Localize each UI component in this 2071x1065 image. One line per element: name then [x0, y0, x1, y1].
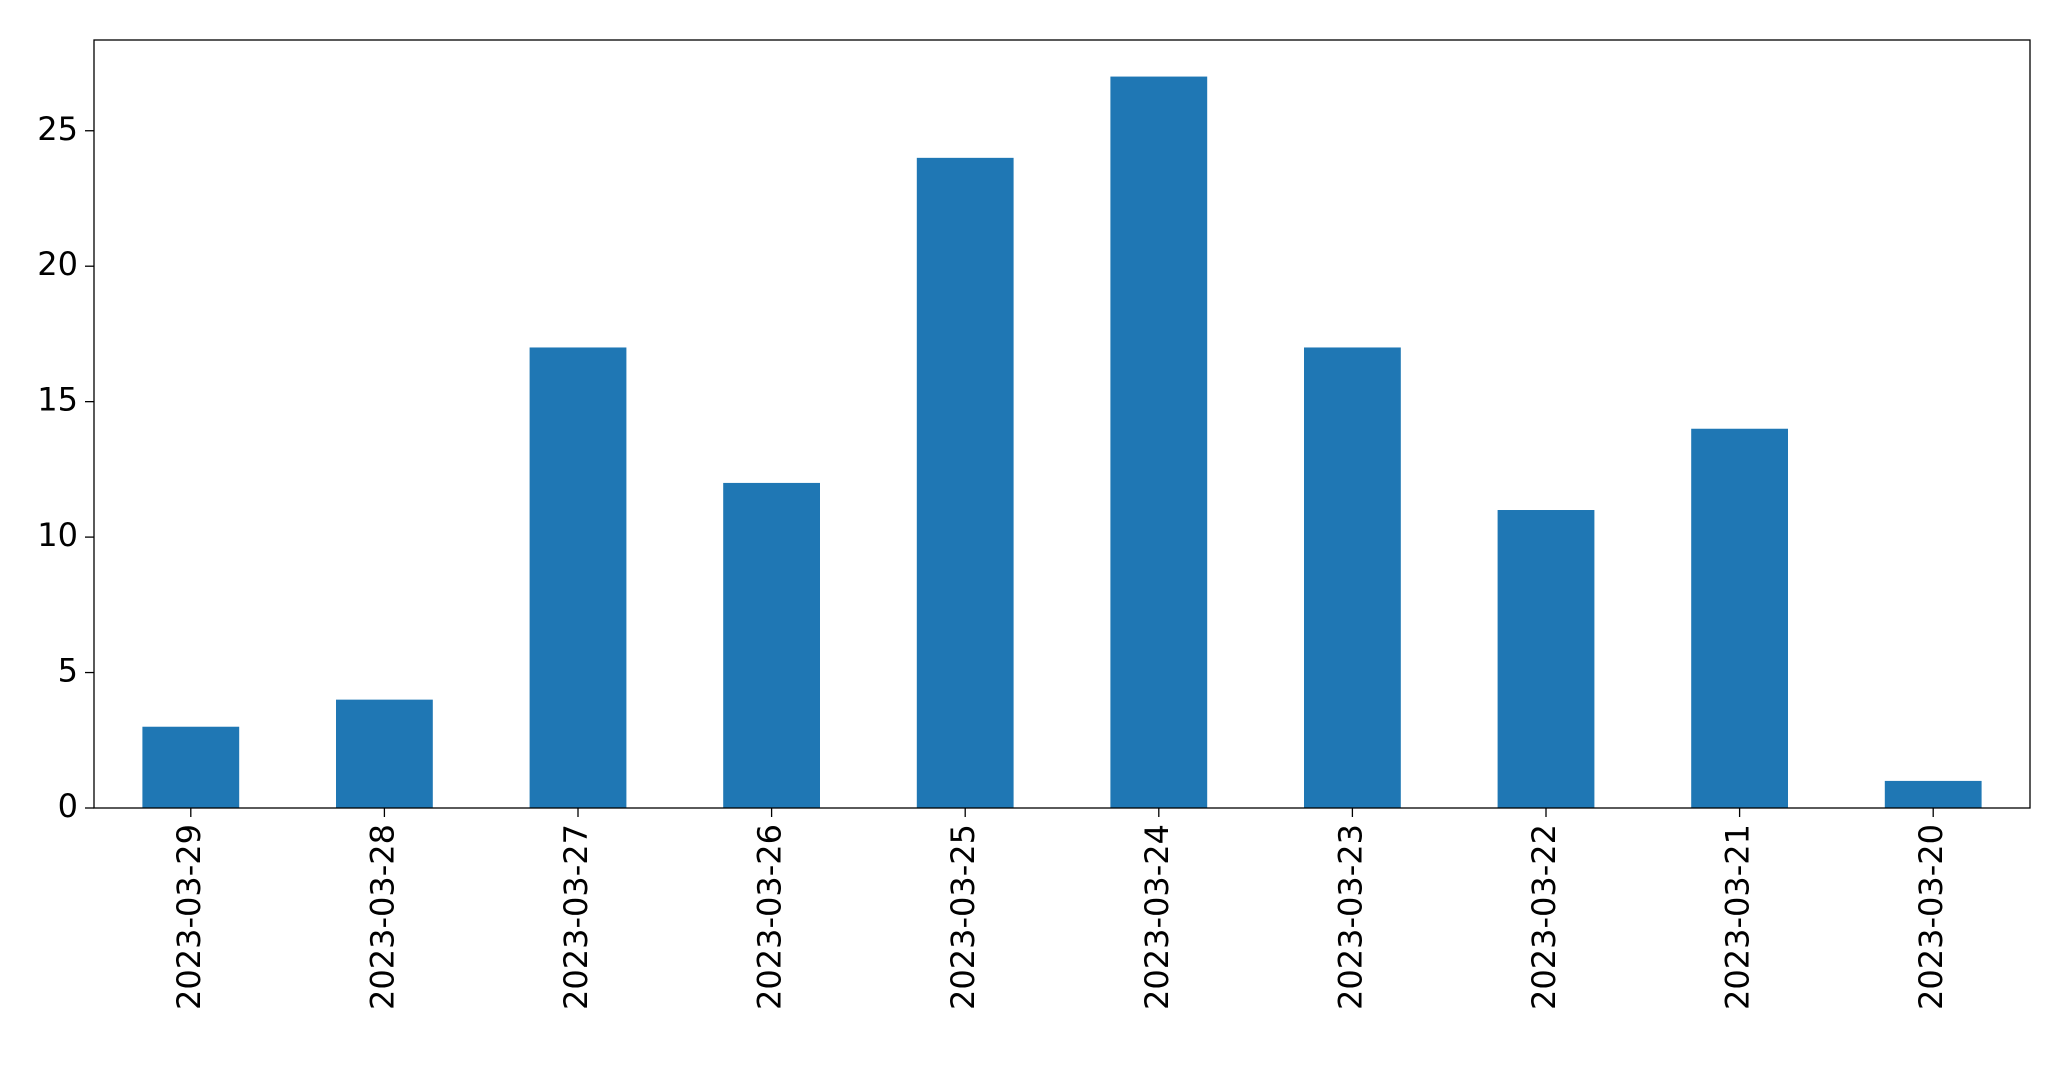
x-tick-label: 2023-03-25: [944, 824, 982, 1010]
bar: [1497, 510, 1595, 808]
bar: [723, 482, 820, 808]
bar: [336, 699, 433, 808]
bar: [529, 347, 627, 808]
y-tick-label: 25: [37, 110, 78, 148]
bar: [916, 157, 1014, 809]
y-tick-label: 15: [37, 381, 78, 419]
y-tick-label: 20: [37, 245, 78, 283]
y-tick-label: 10: [37, 516, 78, 554]
bar: [1691, 428, 1788, 808]
bar: [1110, 76, 1208, 809]
x-tick-label: 2023-03-21: [1719, 824, 1757, 1010]
x-tick-label: 2023-03-24: [1138, 824, 1176, 1010]
x-tick-label: 2023-03-26: [751, 824, 789, 1010]
x-tick-label: 2023-03-23: [1331, 824, 1369, 1010]
x-tick-label: 2023-03-20: [1912, 824, 1950, 1010]
x-tick-label: 2023-03-27: [557, 824, 595, 1010]
x-tick-label: 2023-03-29: [170, 824, 208, 1010]
bar: [142, 726, 240, 808]
y-tick-label: 0: [58, 787, 78, 825]
x-tick-label: 2023-03-28: [363, 824, 401, 1010]
bar: [1304, 347, 1401, 808]
y-tick-label: 5: [58, 652, 78, 690]
x-tick-label: 2023-03-22: [1525, 824, 1563, 1010]
bar: [1884, 780, 1982, 808]
plot-frame: [93, 39, 2031, 809]
